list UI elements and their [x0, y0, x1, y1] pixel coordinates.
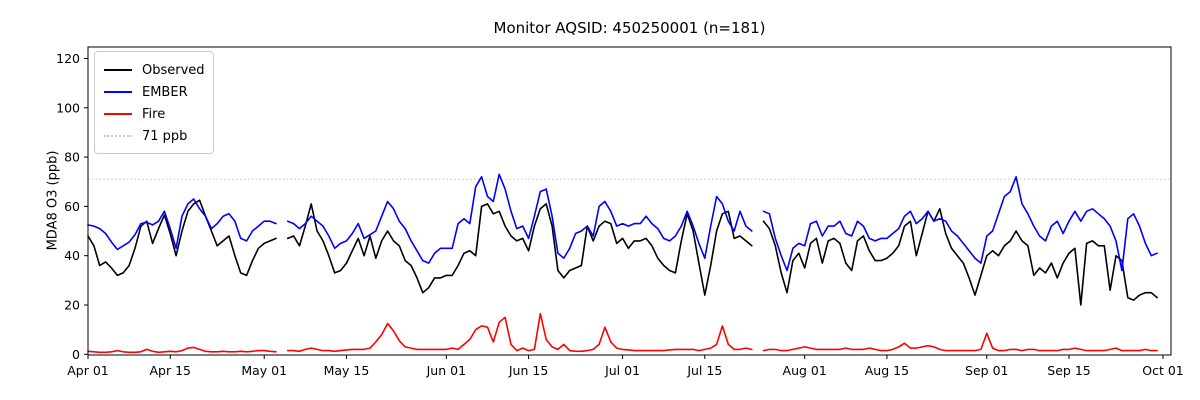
chart-title: Monitor AQSID: 450250001 (n=181)	[493, 19, 766, 37]
y-tick-label: 80	[64, 150, 80, 165]
threshold-line-swatch	[104, 135, 132, 137]
y-tick-label: 40	[64, 248, 80, 263]
legend-item-ember: EMBER	[95, 81, 213, 103]
legend-label-observed: Observed	[142, 62, 205, 78]
x-tick-label: May 01	[241, 363, 287, 378]
fire-line	[762, 332, 1158, 352]
y-tick-label: 60	[64, 199, 80, 214]
legend-item-threshold: 71 ppb	[95, 125, 213, 147]
x-tick-label: May 15	[324, 363, 370, 378]
legend-item-fire: Fire	[95, 103, 213, 125]
ember-line	[87, 198, 277, 251]
x-tick-label: Sep 15	[1047, 363, 1090, 378]
observed-line	[762, 208, 1158, 306]
x-tick-label: Aug 01	[783, 363, 827, 378]
ember-line	[286, 173, 753, 264]
fire-line	[87, 346, 277, 354]
observed-line	[286, 203, 753, 296]
observed-line-swatch	[104, 69, 132, 71]
legend-label-fire: Fire	[142, 106, 166, 122]
y-axis-label: MDA8 O3 (ppb)	[45, 150, 61, 251]
ember-line	[762, 176, 1158, 272]
legend-label-ember: EMBER	[142, 84, 188, 100]
y-tick-label: 0	[72, 347, 80, 362]
x-tick-label: Jul 01	[604, 363, 640, 378]
x-tick-label: Apr 01	[67, 363, 109, 378]
ember-line-swatch	[104, 91, 132, 93]
observed-line	[87, 199, 277, 277]
x-tick-label: Apr 15	[149, 363, 191, 378]
plot-frame	[87, 46, 1172, 356]
x-tick-label: Aug 15	[865, 363, 909, 378]
x-tick-label: Jun 01	[426, 363, 466, 378]
fire-line	[286, 312, 753, 353]
legend-item-observed: Observed	[95, 59, 213, 81]
fire-line-swatch	[104, 113, 132, 115]
y-tick-label: 100	[56, 100, 80, 115]
x-tick-label: Jun 15	[508, 363, 548, 378]
x-tick-label: Sep 01	[965, 363, 1008, 378]
legend-label-threshold: 71 ppb	[142, 128, 188, 144]
x-tick-label: Jul 15	[686, 363, 722, 378]
x-tick-label: Oct 01	[1142, 363, 1184, 378]
legend: Observed EMBER Fire 71 ppb	[94, 51, 214, 154]
y-tick-label: 120	[56, 51, 80, 66]
y-tick-label: 20	[64, 297, 80, 312]
